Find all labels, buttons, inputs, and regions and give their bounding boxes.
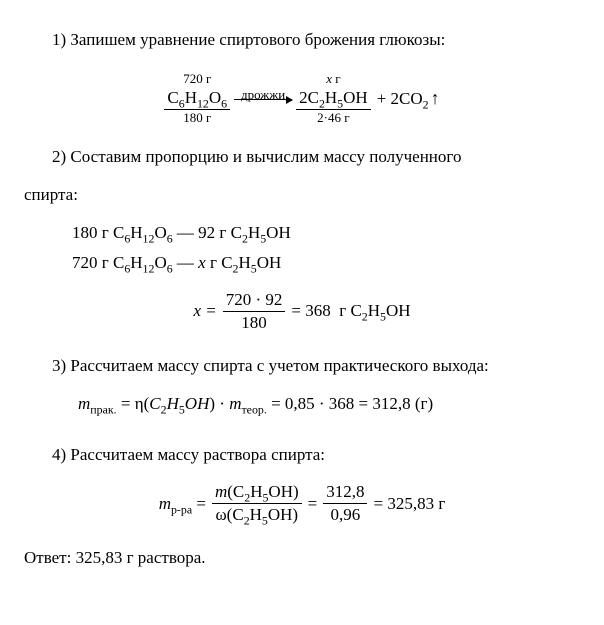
- step3-calc: mпрак. = η(C2H5OH) · mтеор. = 0,85 · 368…: [78, 392, 580, 416]
- step4-frac2-num: 312,8: [323, 481, 367, 504]
- step4-lhs: mр-ра =: [159, 492, 206, 516]
- step2-calc: x = 720 · 92 180 = 368 г C2H5OH: [24, 289, 580, 334]
- step4-frac2-den: 0,96: [323, 504, 367, 526]
- eq1-right-formula: 2C2H5OH: [296, 87, 371, 110]
- step4-calc: mр-ра = m(C2H5OH) ω(C2H5OH) = 312,8 0,96…: [24, 481, 580, 526]
- step2-lhs: x =: [193, 299, 216, 323]
- reaction-arrow: дрожжи: [234, 87, 292, 111]
- step2-prop-line2: 720 г C6H12O6 — x г C2H5OH: [72, 251, 580, 275]
- answer-text: Ответ: 325,83 г раствора.: [24, 546, 580, 570]
- arrow-catalyst-label: дрожжи: [241, 86, 285, 104]
- step1-equation: 720 г C6H12O6 180 г дрожжи x г 2C2H5OH 2…: [24, 66, 580, 126]
- step4-frac1-den: ω(C2H5OH): [212, 504, 302, 526]
- eq1-right-ann-top: x г: [296, 72, 371, 86]
- step3-text: 3) Рассчитаем массу спирта с учетом прак…: [52, 354, 580, 378]
- eq1-left-ann-bot: 180 г: [164, 111, 230, 125]
- step2-prop-line1: 180 г C6H12O6 — 92 г C2H5OH: [72, 221, 580, 245]
- step2-frac-num: 720 · 92: [223, 289, 286, 312]
- step4-text: 4) Рассчитаем массу раствора спирта:: [52, 443, 580, 467]
- eq1-plus-term: + 2CO2: [377, 87, 429, 111]
- eq1-left-formula: C6H12O6: [164, 87, 230, 110]
- step2-text: 2) Составим пропорцию и вычислим массу п…: [52, 145, 580, 169]
- eq1-left-ann-top: 720 г: [164, 72, 230, 86]
- step2-result: = 368 г C2H5OH: [291, 299, 410, 323]
- step4-frac1-num: m(C2H5OH): [212, 481, 302, 504]
- step4-result: = 325,83 г: [373, 492, 445, 516]
- step2-text-cont: спирта:: [24, 183, 580, 207]
- step1-text: 1) Запишем уравнение спиртового брожения…: [52, 28, 580, 52]
- step2-frac-den: 180: [223, 312, 286, 334]
- eq1-right-ann-bot: 2·46 г: [296, 111, 371, 125]
- gas-up-arrow-icon: ↑: [431, 86, 440, 111]
